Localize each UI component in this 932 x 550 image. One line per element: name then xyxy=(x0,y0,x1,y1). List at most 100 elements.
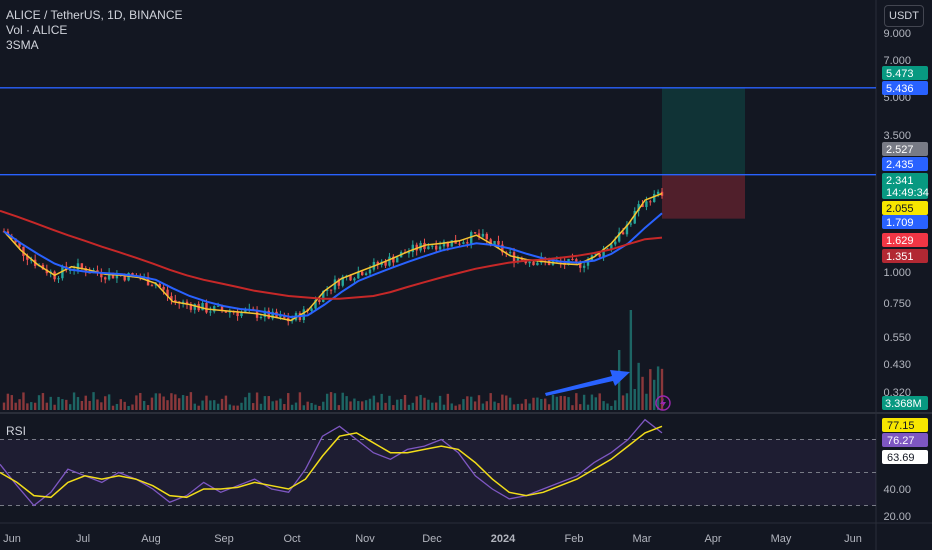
candle-body xyxy=(302,309,305,321)
candle-body xyxy=(318,299,321,302)
time-tick-label: Feb xyxy=(565,533,584,545)
time-tick-label: Sep xyxy=(214,533,234,545)
volume-bar xyxy=(310,402,313,410)
price-badge-label-9: 1.351 xyxy=(886,251,914,263)
candle-body xyxy=(357,271,360,279)
volume-bar xyxy=(497,403,500,410)
volume-bar xyxy=(621,395,625,410)
time-tick-label: May xyxy=(771,533,792,545)
volume-bar xyxy=(403,394,407,410)
volume-bar xyxy=(275,400,278,410)
volume-bar xyxy=(37,395,41,410)
volume-bar xyxy=(594,397,598,410)
candle-body xyxy=(617,232,621,242)
price-badge-1 xyxy=(882,81,928,95)
volume-bar xyxy=(236,405,239,410)
candle-body xyxy=(493,240,496,245)
volume-bar xyxy=(512,404,516,410)
volume-bar xyxy=(18,399,21,410)
sma-line-2 xyxy=(0,209,663,300)
candle-body xyxy=(388,256,391,266)
volume-bar xyxy=(22,392,25,410)
volume-bar xyxy=(481,403,485,410)
volume-bar xyxy=(142,400,146,410)
candle-body xyxy=(637,204,640,212)
volume-badge xyxy=(882,396,928,410)
price-tick-label: 9.000 xyxy=(883,28,911,40)
candle-body xyxy=(649,201,652,203)
price-tick-label: 0.430 xyxy=(883,359,911,371)
volume-bar xyxy=(325,393,329,410)
candle-body xyxy=(189,303,193,310)
candle-body xyxy=(333,279,337,290)
volume-bar xyxy=(438,395,442,410)
price-badge-9 xyxy=(882,249,928,263)
volume-bar xyxy=(185,395,189,410)
candle-body xyxy=(76,263,80,270)
volume-bar xyxy=(294,402,298,410)
volume-bar xyxy=(462,399,465,410)
candle-body xyxy=(621,232,625,235)
candle-body xyxy=(427,246,430,250)
candle-body xyxy=(236,312,239,317)
price-badge-2 xyxy=(882,142,928,156)
time-tick-label: Dec xyxy=(422,533,442,545)
rsi-ma-line xyxy=(0,425,663,499)
volume-bar xyxy=(407,404,411,410)
volume-bar xyxy=(181,395,185,410)
candle-body xyxy=(473,232,477,234)
volume-bar xyxy=(259,403,263,410)
volume-bar xyxy=(119,399,123,410)
candle-body xyxy=(154,284,158,286)
candle-body xyxy=(450,240,453,247)
price-badge-label-2: 2.527 xyxy=(886,144,914,156)
volume-bar xyxy=(501,394,504,410)
volume-bar xyxy=(96,399,99,410)
candle-body xyxy=(477,233,481,237)
lightning-icon xyxy=(655,395,671,411)
volume-bar xyxy=(65,399,68,410)
volume-bar xyxy=(645,393,648,410)
candle-body xyxy=(271,311,274,319)
volume-bar xyxy=(493,401,496,410)
candle-body xyxy=(267,310,270,319)
candle-body xyxy=(516,257,520,262)
volume-bar xyxy=(528,403,531,410)
volume-bar xyxy=(213,400,216,410)
candle-body xyxy=(602,248,605,257)
candle-body xyxy=(614,241,617,245)
volume-bar xyxy=(10,395,13,410)
candle-body xyxy=(18,242,21,247)
candle-body xyxy=(485,233,488,240)
volume-bar xyxy=(606,403,609,410)
volume-bar xyxy=(446,393,450,410)
candle-body xyxy=(575,259,578,262)
price-tick-label: 7.000 xyxy=(883,55,911,67)
volume-bar xyxy=(150,397,154,410)
volume-bar xyxy=(127,405,130,410)
volume-bar xyxy=(380,393,383,410)
chart-title: ALICE / TetherUS, 1D, BINANCE xyxy=(6,8,183,22)
annotation-arrow xyxy=(545,370,630,396)
candle-body xyxy=(185,301,189,304)
volume-bar xyxy=(170,393,173,410)
volume-bar xyxy=(251,403,255,410)
volume-bar xyxy=(158,393,161,410)
volume-bar xyxy=(485,401,488,410)
volume-bar xyxy=(392,405,395,410)
volume-bar xyxy=(209,400,212,410)
price-badge-0 xyxy=(882,66,928,80)
candle-body xyxy=(259,316,263,318)
volume-bar xyxy=(411,402,415,410)
volume-bar xyxy=(610,405,613,410)
candle-body xyxy=(57,278,60,280)
volume-bar xyxy=(49,396,52,410)
candle-body xyxy=(209,311,212,313)
currency-button[interactable]: USDT xyxy=(884,5,924,27)
volume-bar xyxy=(450,403,453,410)
candle-body xyxy=(104,277,107,280)
volume-bar xyxy=(139,392,142,410)
volume-bar xyxy=(104,396,107,410)
rsi-legend: RSI xyxy=(6,424,27,438)
time-tick-label: Oct xyxy=(283,533,300,545)
